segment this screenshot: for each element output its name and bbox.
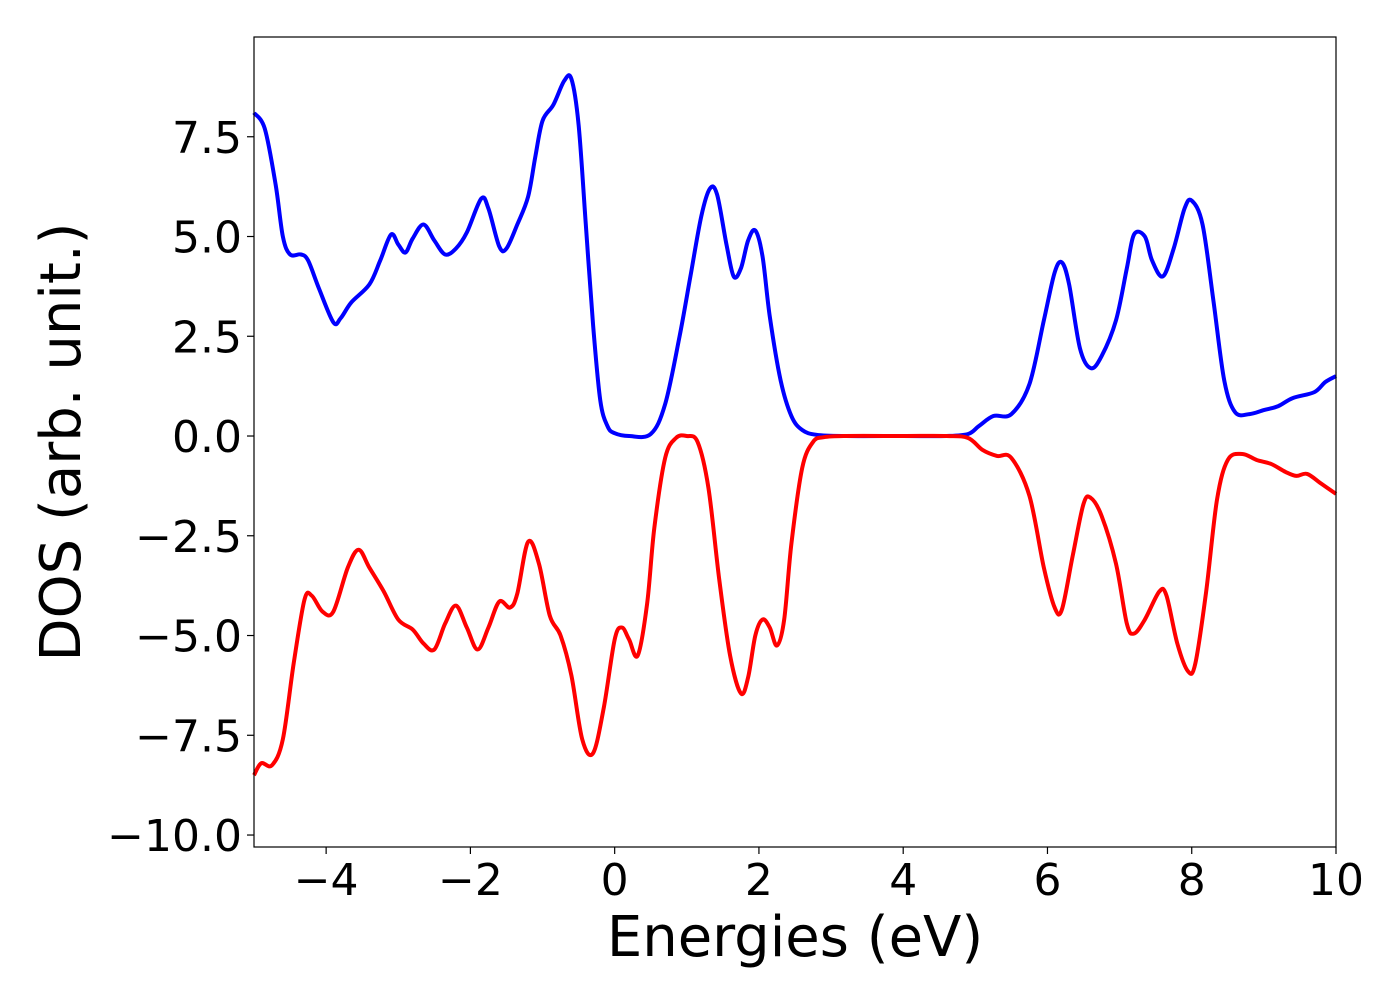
y-tick-label: 0.0 [172, 412, 242, 463]
y-axis: 7.5 5.0 2.5 0.0 −2.5 −5.0 −7.5 −10.0 [107, 113, 254, 862]
x-axis: −4 −2 0 2 4 6 8 10 [294, 847, 1364, 906]
x-tick-label: 4 [889, 855, 917, 906]
x-tick-label: 10 [1308, 855, 1364, 906]
x-tick-label: 6 [1033, 855, 1061, 906]
y-tick-label: −5.0 [135, 612, 242, 663]
series-line-1 [252, 73, 1337, 440]
y-tick-label: 5.0 [172, 213, 242, 264]
x-tick-label: −2 [438, 855, 503, 906]
y-tick-label: 2.5 [172, 312, 242, 363]
x-tick-label: 2 [745, 855, 773, 906]
x-axis-label: Energies (eV) [607, 905, 983, 970]
x-tick-label: 0 [601, 855, 629, 906]
series-line-2 [252, 433, 1338, 777]
y-tick-label: −7.5 [135, 711, 242, 762]
x-tick-label: −4 [294, 855, 359, 906]
y-axis-label: DOS (arb. unit.) [29, 222, 94, 661]
plot-frame [253, 36, 1337, 848]
y-tick-label: −10.0 [107, 811, 242, 862]
y-tick-label: 7.5 [172, 113, 242, 164]
x-tick-label: 8 [1178, 855, 1206, 906]
y-tick-label: −2.5 [135, 512, 242, 563]
plot-lines [252, 73, 1338, 777]
